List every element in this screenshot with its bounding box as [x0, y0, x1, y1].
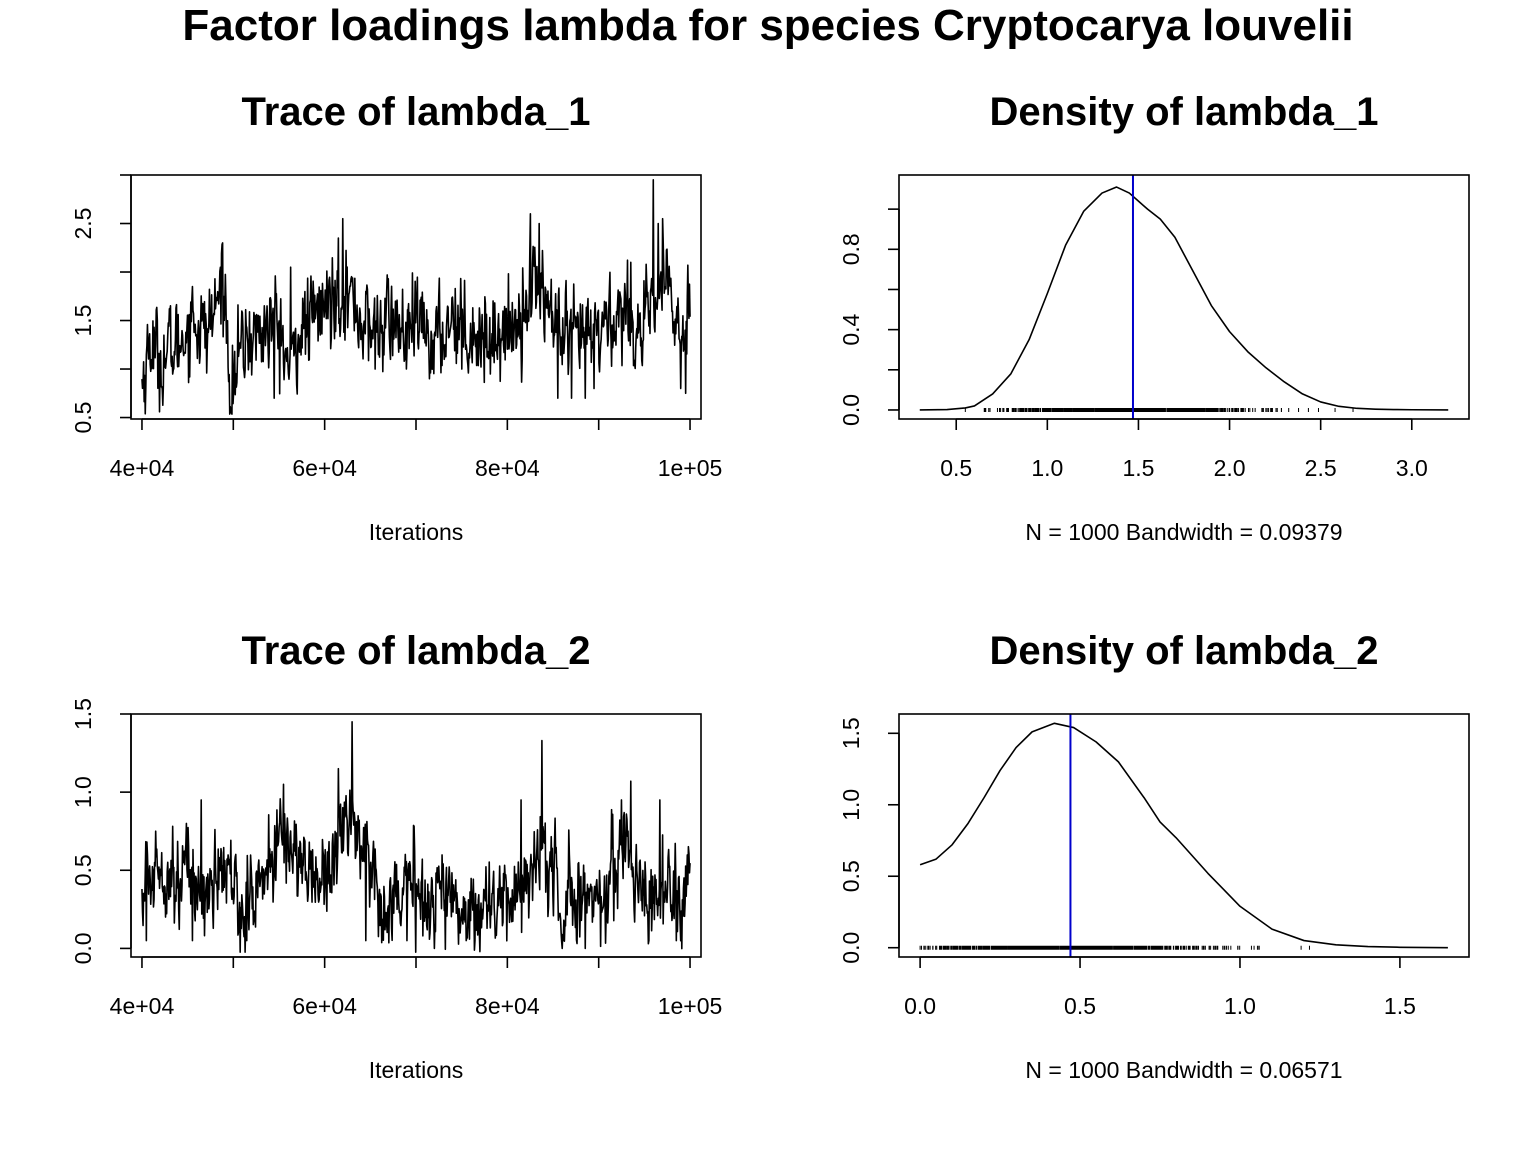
x-axis-label: Iterations: [369, 519, 464, 545]
panel-trace2: Trace of lambda_2 4e+04 6e+04 8e+04 1e+05 0.0…: [70, 629, 722, 1083]
y-axis: 0.0 0.4 0.8: [838, 208, 900, 426]
panel-title: Density of lambda_1: [989, 90, 1378, 134]
y-tick-label: 0.5: [838, 860, 864, 892]
x-axis-label: Iterations: [369, 1057, 464, 1083]
rug-marks: [964, 407, 1354, 412]
plot-data: [919, 175, 1449, 419]
y-tick-label: 0.0: [70, 932, 96, 964]
x-tick-label: 2.0: [1214, 455, 1246, 481]
panel-density1: Density of lambda_1 0.5 1.0 1.5 2.0 2.5 3.0 0.0…: [838, 90, 1470, 545]
x-axis: 4e+04 6e+04 8e+04 1e+05: [110, 956, 723, 1019]
x-tick-label: 6e+04: [292, 993, 357, 1019]
x-axis: 0.0 0.5 1.0 1.5: [904, 956, 1416, 1019]
y-axis: 0.5 1.5 2.5: [70, 174, 132, 434]
x-tick-label: 0.5: [1064, 993, 1096, 1019]
y-tick-label: 1.5: [70, 698, 96, 730]
series-line-density2: [919, 722, 1448, 949]
y-tick-label: 1.5: [70, 305, 96, 337]
x-tick-label: 3.0: [1396, 455, 1428, 481]
y-tick-label: 0.0: [838, 394, 864, 426]
y-tick-label: 0.8: [838, 233, 864, 265]
y-tick-label: 1.0: [70, 776, 96, 808]
x-axis: 0.5 1.0 1.5 2.0 2.5 3.0: [940, 418, 1428, 481]
x-tick-label: 8e+04: [475, 455, 540, 481]
y-tick-label: 1.5: [838, 717, 864, 749]
y-tick-label: 0.0: [838, 932, 864, 964]
x-tick-label: 1e+05: [658, 455, 723, 481]
x-tick-label: 6e+04: [292, 455, 357, 481]
x-tick-label: 1e+05: [658, 993, 723, 1019]
x-axis-label: N = 1000 Bandwidth = 0.06571: [1025, 1057, 1342, 1083]
plot-data: [919, 714, 1448, 957]
rug-marks: [919, 945, 1310, 950]
x-tick-label: 1.0: [1224, 993, 1256, 1019]
panel-title: Trace of lambda_2: [241, 629, 590, 673]
x-tick-label: 0.5: [940, 455, 972, 481]
x-tick-label: 1.5: [1122, 455, 1154, 481]
series-line-trace1: [141, 179, 691, 415]
y-tick-label: 0.5: [70, 402, 96, 434]
x-tick-label: 1.5: [1384, 993, 1416, 1019]
x-axis-label: N = 1000 Bandwidth = 0.09379: [1025, 519, 1342, 545]
x-tick-label: 1.0: [1031, 455, 1063, 481]
x-tick-label: 4e+04: [110, 993, 175, 1019]
chart-panels: Trace of lambda_1 4e+04 6e+04 8e+04 1e+05 0.5…: [70, 90, 1470, 1083]
panel-title: Trace of lambda_1: [241, 90, 590, 134]
y-tick-label: 2.5: [70, 208, 96, 240]
plot-data: [141, 721, 691, 953]
y-tick-label: 0.5: [70, 854, 96, 886]
series-line-trace2: [141, 721, 691, 953]
plot-data: [141, 179, 691, 415]
x-tick-label: 8e+04: [475, 993, 540, 1019]
y-axis: 0.0 0.5 1.0 1.5: [70, 698, 132, 964]
x-tick-label: 0.0: [904, 993, 936, 1019]
x-tick-label: 4e+04: [110, 455, 175, 481]
panel-trace1: Trace of lambda_1 4e+04 6e+04 8e+04 1e+05 0.5…: [70, 90, 722, 545]
figure-title: Factor loadings lambda for species Crypt…: [182, 1, 1353, 50]
y-tick-label: 1.0: [838, 789, 864, 821]
series-line-density1: [919, 186, 1449, 411]
x-axis: 4e+04 6e+04 8e+04 1e+05: [110, 418, 723, 481]
panel-density2: Density of lambda_2 0.0 0.5 1.0 1.5 0.0 0.5 1.0…: [838, 629, 1470, 1083]
x-tick-label: 2.5: [1305, 455, 1337, 481]
panel-title: Density of lambda_2: [989, 629, 1378, 673]
y-axis: 0.0 0.5 1.0 1.5: [838, 717, 900, 964]
y-tick-label: 0.4: [838, 313, 864, 345]
